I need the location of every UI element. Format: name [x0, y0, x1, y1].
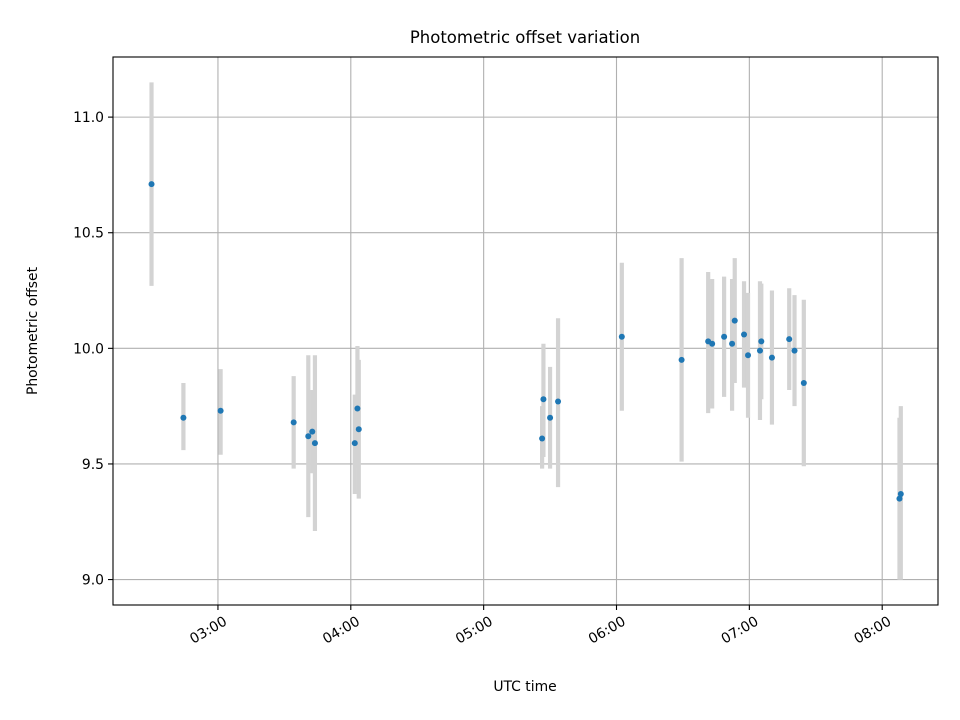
x-tick-label: 03:00	[187, 614, 230, 648]
data-point	[721, 333, 728, 340]
y-tick-label: 9.0	[82, 573, 104, 589]
x-tick-label: 06:00	[586, 614, 629, 648]
data-point	[741, 331, 748, 338]
data-point	[729, 340, 736, 347]
data-point	[618, 333, 625, 340]
data-point	[897, 491, 904, 498]
data-point	[354, 405, 361, 412]
x-axis-label: UTC time	[493, 679, 556, 695]
data-point	[311, 440, 318, 447]
data-point	[351, 440, 358, 447]
y-tick-label: 10.0	[73, 341, 104, 357]
data-point	[768, 354, 775, 361]
data-point	[547, 414, 554, 421]
data-point	[791, 347, 798, 354]
data-point	[148, 181, 155, 188]
data-point	[709, 340, 716, 347]
x-tick-label: 04:00	[320, 614, 363, 648]
x-axis-ticks: 03:00 04:00 05:00 06:00 07:00 08:00	[187, 605, 894, 647]
data-point	[539, 435, 546, 442]
data-point	[800, 380, 807, 387]
data-point	[555, 398, 562, 405]
y-axis-ticks: 9.0 9.5 10.0 10.5 11.0	[73, 110, 113, 589]
error-bars	[149, 82, 903, 580]
plot-area-frame	[112, 56, 939, 606]
data-point	[305, 433, 312, 440]
grid	[113, 57, 938, 605]
x-tick-label: 05:00	[453, 614, 496, 648]
chart-title: Photometric offset variation	[410, 28, 640, 47]
data-point	[731, 317, 738, 324]
y-tick-label: 10.5	[73, 226, 104, 242]
data-point	[180, 414, 187, 421]
data-point	[758, 338, 765, 345]
data-point	[756, 347, 763, 354]
data-point	[678, 356, 685, 363]
y-tick-label: 9.5	[82, 457, 104, 473]
data-points	[148, 181, 904, 502]
x-tick-label: 08:00	[852, 614, 895, 648]
x-tick-label: 07:00	[719, 614, 762, 648]
data-point	[786, 336, 793, 343]
data-point	[355, 426, 362, 433]
y-tick-label: 11.0	[73, 110, 104, 126]
data-point	[896, 495, 903, 502]
data-point	[745, 352, 752, 359]
data-point	[540, 396, 547, 403]
data-point	[290, 419, 297, 426]
data-point	[309, 428, 316, 435]
y-axis-label: Photometric offset	[25, 266, 41, 395]
data-point	[217, 407, 224, 414]
